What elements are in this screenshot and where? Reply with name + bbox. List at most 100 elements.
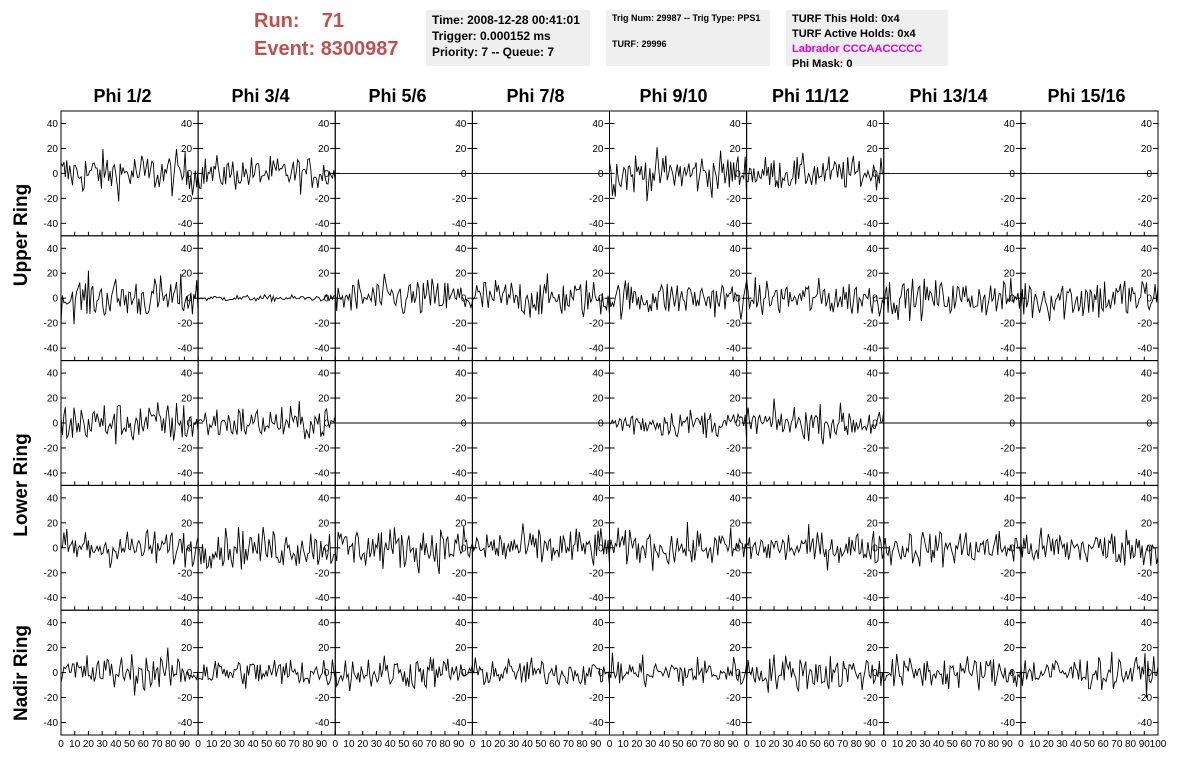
y-tick-label: -20 — [44, 194, 59, 205]
y-tick-label: -20 — [1138, 568, 1153, 579]
y-tick-label: -40 — [178, 593, 193, 604]
y-tick-label: -40 — [315, 344, 330, 355]
time-text: Time: 2008-12-28 00:41:01 — [432, 13, 580, 27]
panel-frame-r4-c3 — [471, 609, 610, 736]
y-tick-label: 20 — [730, 144, 742, 155]
y-tick-label: 20 — [867, 144, 879, 155]
time-info-box: Time: 2008-12-28 00:41:01 Trigger: 0.0001… — [426, 10, 590, 66]
y-tick-label: -40 — [452, 718, 467, 729]
y-tick-label: 40 — [867, 493, 879, 504]
y-tick-label: 0 — [872, 419, 878, 430]
y-tick-label: -40 — [1138, 219, 1153, 230]
y-tick-label: 20 — [47, 394, 59, 405]
y-tick-label: 20 — [730, 394, 742, 405]
y-tick-label: 0 — [52, 668, 58, 679]
y-tick-label: 20 — [455, 518, 467, 529]
y-tick-label: 0 — [872, 294, 878, 305]
y-tick-label: 40 — [318, 618, 330, 629]
y-tick-label: -40 — [44, 468, 59, 479]
waveform-trace-r1-c6 — [883, 277, 1022, 322]
labrador-text: Labrador CCCAACCCCC — [792, 42, 923, 55]
y-tick-label: 20 — [1004, 518, 1016, 529]
y-tick-label: 0 — [1146, 668, 1152, 679]
x-tick-label: 60 — [275, 739, 287, 750]
y-tick-label: -40 — [726, 468, 741, 479]
y-tick-label: 20 — [867, 518, 879, 529]
waveform-trace-r0-c0 — [60, 148, 199, 202]
y-tick-label: -40 — [863, 593, 878, 604]
y-tick-label: -20 — [726, 194, 741, 205]
y-tick-label: 20 — [1004, 643, 1016, 654]
trigger-info-box: Trig Num: 29987 -- Trig Type: PPS1 TURF: … — [606, 10, 770, 66]
x-tick-label: 90 — [590, 739, 602, 750]
x-tick-label: 30 — [508, 739, 520, 750]
y-tick-label: 0 — [461, 668, 467, 679]
x-tick-label: 50 — [124, 739, 136, 750]
waveform-trace-r4-c0 — [60, 647, 199, 696]
x-tick-label: 40 — [659, 739, 671, 750]
priority-text: Priority: 7 -- Queue: 7 — [432, 45, 555, 60]
y-tick-label: -20 — [1138, 443, 1153, 454]
y-tick-label: 0 — [735, 419, 741, 430]
y-tick-label: 20 — [455, 144, 467, 155]
y-tick-label: 0 — [872, 668, 878, 679]
y-tick-label: -20 — [178, 568, 193, 579]
event-label: Event: 8300987 — [254, 38, 399, 60]
y-tick-label: -40 — [1138, 344, 1153, 355]
y-tick-label: -20 — [863, 443, 878, 454]
waveform-trace-r3-c5 — [746, 524, 885, 571]
y-tick-label: -40 — [452, 219, 467, 230]
waveform-trace-r1-c7 — [1020, 280, 1159, 322]
y-tick-label: 0 — [52, 294, 58, 305]
x-tick-label: 80 — [851, 739, 863, 750]
y-tick-label: 40 — [1141, 618, 1153, 629]
x-tick-label: 60 — [823, 739, 835, 750]
y-tick-label: 40 — [1141, 119, 1153, 130]
y-tick-label: 20 — [867, 269, 879, 280]
y-tick-label: -40 — [178, 468, 193, 479]
turf-active-holds: TURF Active Holds: 0x4 — [792, 27, 916, 40]
y-tick-label: 20 — [592, 394, 604, 405]
x-tick-label: 10 — [206, 739, 218, 750]
y-tick-label: -40 — [178, 219, 193, 230]
turf-this-hold: TURF This Hold: 0x4 — [792, 13, 900, 25]
waveform-trace-r0-c1 — [197, 155, 336, 195]
phi-mask-text: Phi Mask: 0 — [792, 57, 853, 70]
x-tick-label: 90 — [727, 739, 739, 750]
y-tick-label: 40 — [455, 369, 467, 380]
x-tick-label: 40 — [385, 739, 397, 750]
x-tick-label: 60 — [686, 739, 698, 750]
x-tick-label: 10 — [69, 739, 81, 750]
y-tick-label: 40 — [47, 119, 59, 130]
x-tick-label: 70 — [1111, 739, 1123, 750]
y-tick-label: -40 — [1138, 593, 1153, 604]
waveform-trace-r1-c4 — [609, 280, 748, 320]
y-tick-label: 0 — [187, 169, 193, 180]
y-tick-label: 20 — [318, 643, 330, 654]
waveform-trace-r0-c5 — [746, 152, 885, 191]
column-header-phi-5-6: Phi 5/6 — [368, 86, 427, 106]
panel-frame-r4-c0 — [60, 609, 199, 736]
y-tick-label: -40 — [178, 718, 193, 729]
y-tick-label: 0 — [461, 543, 467, 554]
y-tick-label: -40 — [726, 219, 741, 230]
y-tick-label: 20 — [455, 643, 467, 654]
x-tick-label: 50 — [398, 739, 410, 750]
y-tick-label: 40 — [1004, 119, 1016, 130]
y-tick-label: 20 — [730, 643, 742, 654]
x-tick-label: 0 — [470, 739, 476, 750]
y-tick-label: 20 — [730, 269, 742, 280]
y-tick-label: 40 — [47, 369, 59, 380]
x-tick-label: 80 — [988, 739, 1000, 750]
y-tick-label: -40 — [863, 468, 878, 479]
x-tick-label: 50 — [947, 739, 959, 750]
y-tick-label: 40 — [867, 369, 879, 380]
y-tick-label: 40 — [1141, 493, 1153, 504]
column-header-phi-1-2: Phi 1/2 — [93, 86, 152, 106]
panel-frame-r3-c2 — [334, 484, 473, 611]
y-tick-label: -20 — [863, 693, 878, 704]
y-tick-label: 20 — [181, 643, 193, 654]
panel-frame-r2-c5 — [746, 360, 885, 486]
y-tick-label: -20 — [726, 693, 741, 704]
